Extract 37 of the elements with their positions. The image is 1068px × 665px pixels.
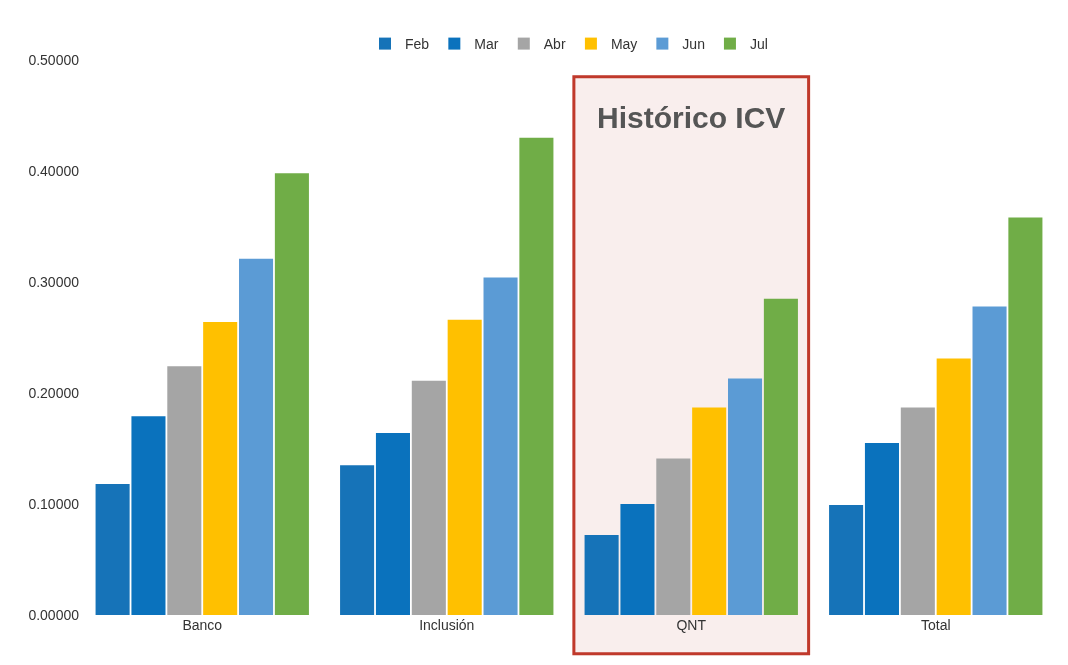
legend-label: Jul: [749, 36, 768, 53]
bar: [763, 298, 798, 615]
bar: [692, 407, 727, 615]
text: Histórico ICV: [597, 101, 786, 134]
bar: [375, 432, 410, 615]
bar: [656, 458, 691, 615]
legend-label: May: [610, 36, 638, 53]
bar: [728, 378, 763, 615]
bar: [900, 407, 935, 615]
y-tick-label: 0.40000: [28, 162, 80, 179]
legend-label: Abr: [543, 36, 566, 53]
x-tick-label: QNT: [676, 617, 707, 633]
y-tick-label: 0.50000: [28, 51, 80, 68]
bar: [274, 173, 309, 615]
y-tick-label: 0.20000: [28, 384, 80, 401]
bar: [483, 277, 518, 615]
bar: [239, 258, 274, 615]
bar: [203, 321, 238, 615]
legend-label: Jun: [682, 36, 705, 53]
bar: [972, 306, 1007, 615]
bar: [447, 319, 482, 615]
legend-label: Mar: [474, 36, 499, 53]
y-tick-label: 0.00000: [28, 606, 80, 623]
bar: [167, 366, 202, 615]
legend-label: Feb: [405, 36, 430, 53]
bar: [411, 380, 446, 615]
y-tick-label: 0.10000: [28, 495, 80, 512]
bar: [829, 505, 864, 615]
bar: [936, 358, 971, 615]
x-tick-label: Banco: [182, 617, 223, 633]
bar: [519, 137, 554, 615]
y-tick-label: 0.30000: [28, 273, 80, 290]
x-tick-label: Total: [920, 617, 951, 633]
bar: [1008, 217, 1043, 615]
bar: [340, 465, 375, 615]
x-tick-label: Inclusión: [419, 617, 475, 633]
bar: [864, 442, 899, 615]
